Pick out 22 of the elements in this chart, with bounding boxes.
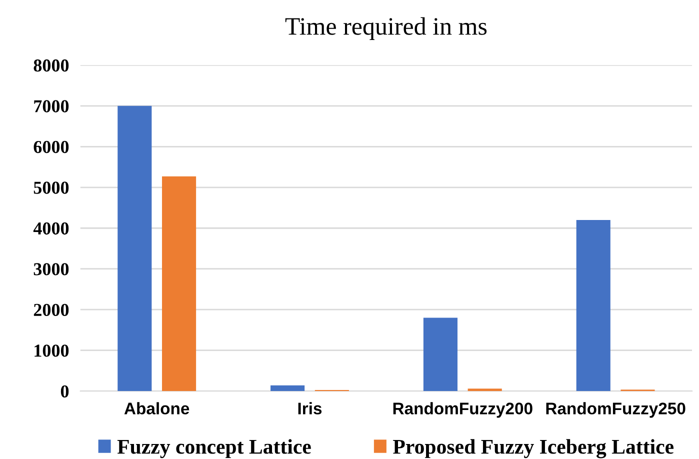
bar [468,388,502,392]
y-tick-label: 8000 [34,59,69,72]
y-tick-label: 7000 [34,100,69,112]
y-tick-label: 0 [60,385,69,398]
legend-label: Proposed Fuzzy Iceberg Lattice [393,439,674,458]
x-tick-label: RandomFuzzy200 [393,402,532,418]
bar [162,176,196,392]
x-tick-label: Abalone [124,402,190,414]
bar [270,385,305,392]
y-tick-label: 5000 [34,182,69,194]
x-tick-label: RandomFuzzy250 [546,402,686,418]
bar [423,318,458,392]
y-tick-label: 1000 [34,344,69,357]
x-tick-label: Iris [298,402,322,414]
y-tick-label: 2000 [34,304,69,316]
legend-label: Fuzzy concept Lattice [117,439,311,458]
bar [576,220,610,392]
bar [118,106,152,392]
y-tick-label: 3000 [34,263,69,276]
chart-title: Time required in ms [285,17,487,40]
y-tick-label: 6000 [34,140,69,154]
y-tick-label: 4000 [33,222,69,235]
